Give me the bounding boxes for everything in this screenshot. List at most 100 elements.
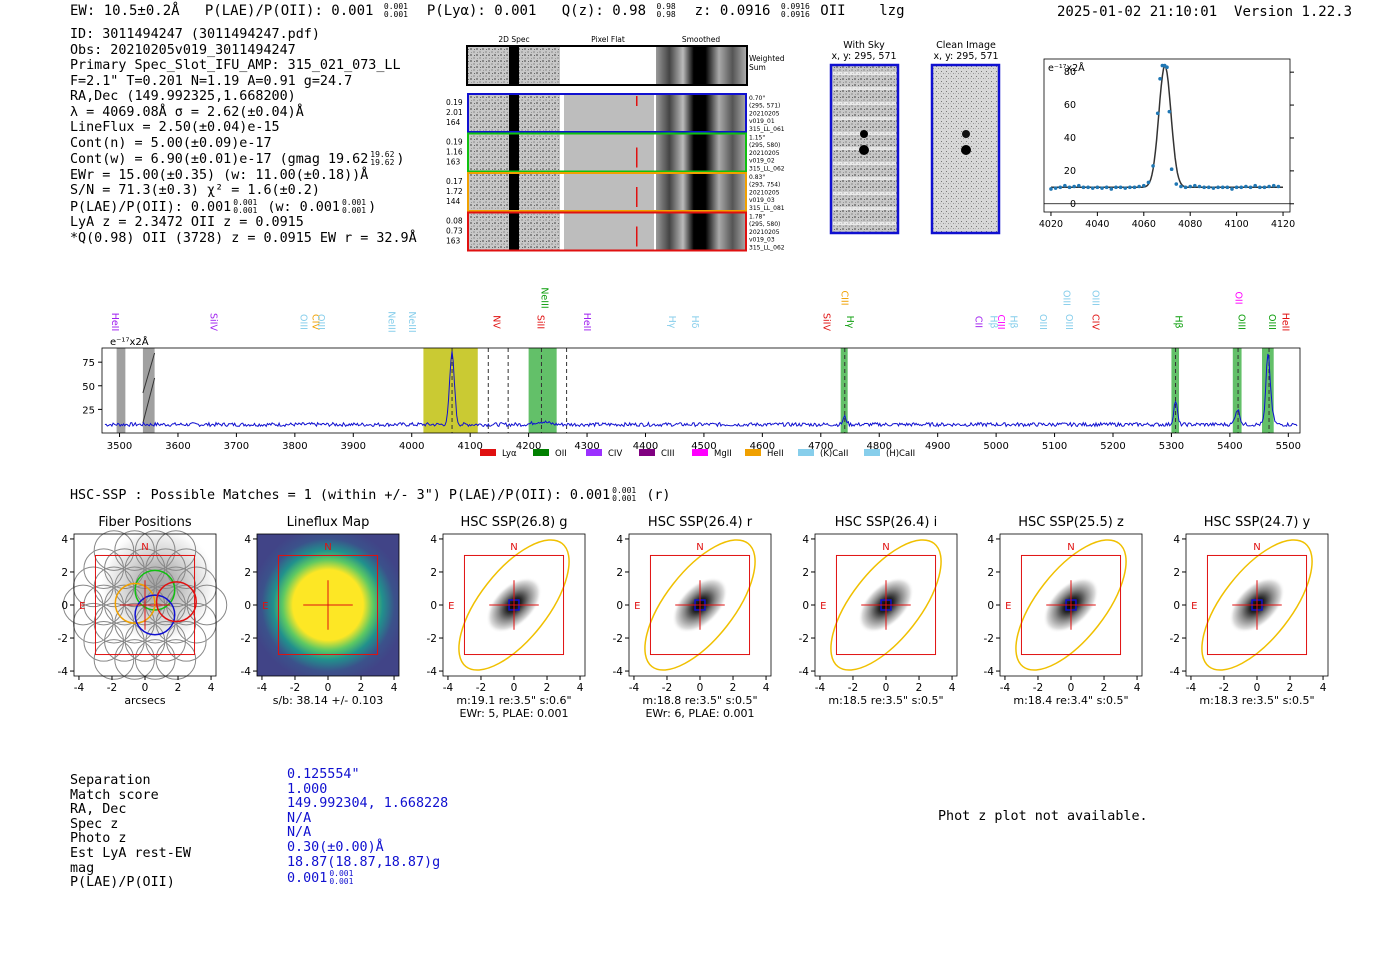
panel-ytick-label: -2 bbox=[241, 633, 251, 645]
search-box bbox=[1020, 554, 1122, 656]
panel-ytick-label: 0 bbox=[244, 600, 251, 612]
fiber-circle bbox=[145, 548, 186, 589]
aperture-ellipse bbox=[1201, 539, 1313, 671]
zoom-xtick-label: 4040 bbox=[1085, 219, 1109, 230]
with-sky-coords: x, y: 295, 571 bbox=[831, 51, 896, 62]
zoom-point bbox=[1155, 111, 1160, 116]
search-box bbox=[649, 554, 751, 656]
north-label: N bbox=[696, 542, 703, 553]
match-label-radec: RA, Dec bbox=[70, 802, 127, 818]
hsc-panel-3: HSC SSP(26.8) g N E -4 -4 -2 -2 0 0 2 2 4 4 m:19.1 re… bbox=[427, 515, 586, 720]
row-marker bbox=[636, 187, 638, 207]
match-values: 0.125554" 1.000 149.992304, 1.668228 N/A… bbox=[287, 767, 448, 887]
zoom-point bbox=[1202, 185, 1206, 190]
row-marker bbox=[636, 96, 638, 106]
info-q-line: *Q(0.98) OII (3728) z = 0.0915 EW r = 32… bbox=[70, 230, 417, 246]
panel-xtick-label: 2 bbox=[175, 682, 182, 694]
line-label: CIV bbox=[309, 314, 320, 330]
panel-xtick-label: 0 bbox=[883, 682, 890, 694]
panel-xtick-label: 2 bbox=[1287, 682, 1294, 694]
panel-ytick-label: -4 bbox=[58, 666, 69, 678]
panel-title: Lineflux Map bbox=[287, 515, 370, 530]
match-value-score: 1.000 bbox=[287, 781, 328, 797]
zoom-point bbox=[1090, 186, 1095, 190]
col-label-smoothed: Smoothed bbox=[682, 35, 721, 44]
sky-stripe bbox=[833, 192, 896, 195]
panel-ytick-label: 4 bbox=[61, 534, 68, 546]
sky-stripes bbox=[833, 72, 896, 225]
line-label: Hβ bbox=[987, 315, 998, 328]
north-label: N bbox=[141, 542, 148, 553]
fiber-circle bbox=[93, 566, 135, 608]
north-label: N bbox=[510, 542, 517, 553]
fiber-circle bbox=[155, 639, 197, 680]
match-labels: Separation Match score RA, Dec Spec z Ph… bbox=[70, 773, 191, 891]
flag: lzg bbox=[879, 3, 905, 19]
legend-swatch bbox=[864, 449, 880, 456]
sky-stripe bbox=[833, 162, 896, 165]
plae-value: P(LAE)/P(OII): 0.001 bbox=[204, 3, 374, 19]
zoom-point bbox=[1216, 185, 1220, 190]
spec-xtick-label: 3900 bbox=[341, 441, 366, 452]
line-label: SiIV bbox=[821, 313, 832, 331]
legend-item: CIII bbox=[639, 449, 674, 459]
fiber-circle bbox=[83, 548, 125, 589]
zoom-point bbox=[1193, 183, 1197, 188]
info-obs: Obs: 20210205v019_3011494247 bbox=[70, 42, 296, 58]
east-label: E bbox=[262, 601, 268, 612]
row-frame bbox=[467, 211, 747, 252]
row-emission bbox=[509, 173, 519, 211]
match-value-lya-ew: 0.30(±0.00)Å bbox=[287, 839, 384, 855]
spec-xtick-label: 3800 bbox=[282, 441, 307, 452]
zoom-point bbox=[1053, 186, 1058, 190]
row-pixelflat bbox=[564, 212, 654, 251]
datetime: 2025-01-02 21:10:01 bbox=[1057, 4, 1218, 20]
panel-ytick-label: 4 bbox=[430, 534, 437, 546]
line-label: Hδ bbox=[689, 316, 700, 329]
version: Version 1.22.3 bbox=[1234, 4, 1353, 20]
row-left-label: 0.08 bbox=[446, 217, 463, 226]
panel-xtick-label: -4 bbox=[1000, 682, 1011, 694]
z-value: z: 0.0916 bbox=[694, 3, 771, 19]
panel-title: HSC SSP(26.4) r bbox=[648, 515, 753, 530]
row-right-label: 315_LL_081 bbox=[749, 205, 785, 212]
row-left-label: 0.19 bbox=[446, 138, 463, 147]
plya-value: P(Lyα): 0.001 bbox=[426, 3, 537, 19]
zoom-point bbox=[1118, 185, 1123, 190]
full-spectrum-plot: e⁻¹⁷x2Å 3500 3600 3700 3800 3900 4000 4100 4200… bbox=[82, 287, 1301, 459]
shaded-region bbox=[1262, 348, 1274, 433]
zoom-point bbox=[1271, 183, 1276, 188]
zoom-point bbox=[1230, 187, 1234, 191]
timestamp-version: 2025-01-02 21:10:01 Version 1.22.3 bbox=[1057, 4, 1352, 20]
row-left-label: 0.19 bbox=[446, 98, 463, 107]
panel-ytick-label: 4 bbox=[1173, 534, 1180, 546]
hsc-panel-6: HSC SSP(25.5) z N E -4 -4 -2 -2 0 0 2 2 4 4 m:18.4 re… bbox=[984, 515, 1143, 707]
match-label-photz: Photo z bbox=[70, 831, 127, 847]
spec-xtick-label: 4100 bbox=[457, 441, 482, 452]
legend-swatch bbox=[798, 449, 814, 456]
fiber-circle bbox=[155, 530, 197, 571]
row-right-label: 20210205 bbox=[749, 229, 780, 236]
shaded-region bbox=[840, 348, 848, 433]
legend-label: Lyα bbox=[502, 449, 517, 459]
row-marker bbox=[636, 226, 638, 247]
spec-xtick-label: 5100 bbox=[1042, 441, 1067, 452]
line-label: OIII bbox=[1063, 314, 1074, 330]
fiber-circle bbox=[83, 621, 125, 662]
sky-stripe bbox=[833, 117, 896, 120]
match-value-photz: N/A bbox=[287, 825, 312, 841]
row-right-label: 20210205 bbox=[749, 189, 780, 196]
line-label: HeII bbox=[1279, 313, 1290, 332]
panel-caption-2: EWr: 5, PLAE: 0.001 bbox=[459, 707, 568, 720]
zoom-point bbox=[1206, 185, 1211, 190]
spectrum-dashed-lines bbox=[451, 348, 1270, 433]
zoom-xtick-label: 4120 bbox=[1271, 219, 1295, 230]
spec-xtick-label: 5400 bbox=[1217, 441, 1242, 452]
panel-ytick-label: -2 bbox=[984, 633, 994, 645]
legend-item: (H)CaII bbox=[864, 449, 915, 459]
zoom-point bbox=[1262, 185, 1267, 190]
zoom-point bbox=[1141, 183, 1146, 188]
row-right-label: 315_LL_061 bbox=[749, 126, 785, 133]
panel-ytick-label: -2 bbox=[1170, 633, 1180, 645]
